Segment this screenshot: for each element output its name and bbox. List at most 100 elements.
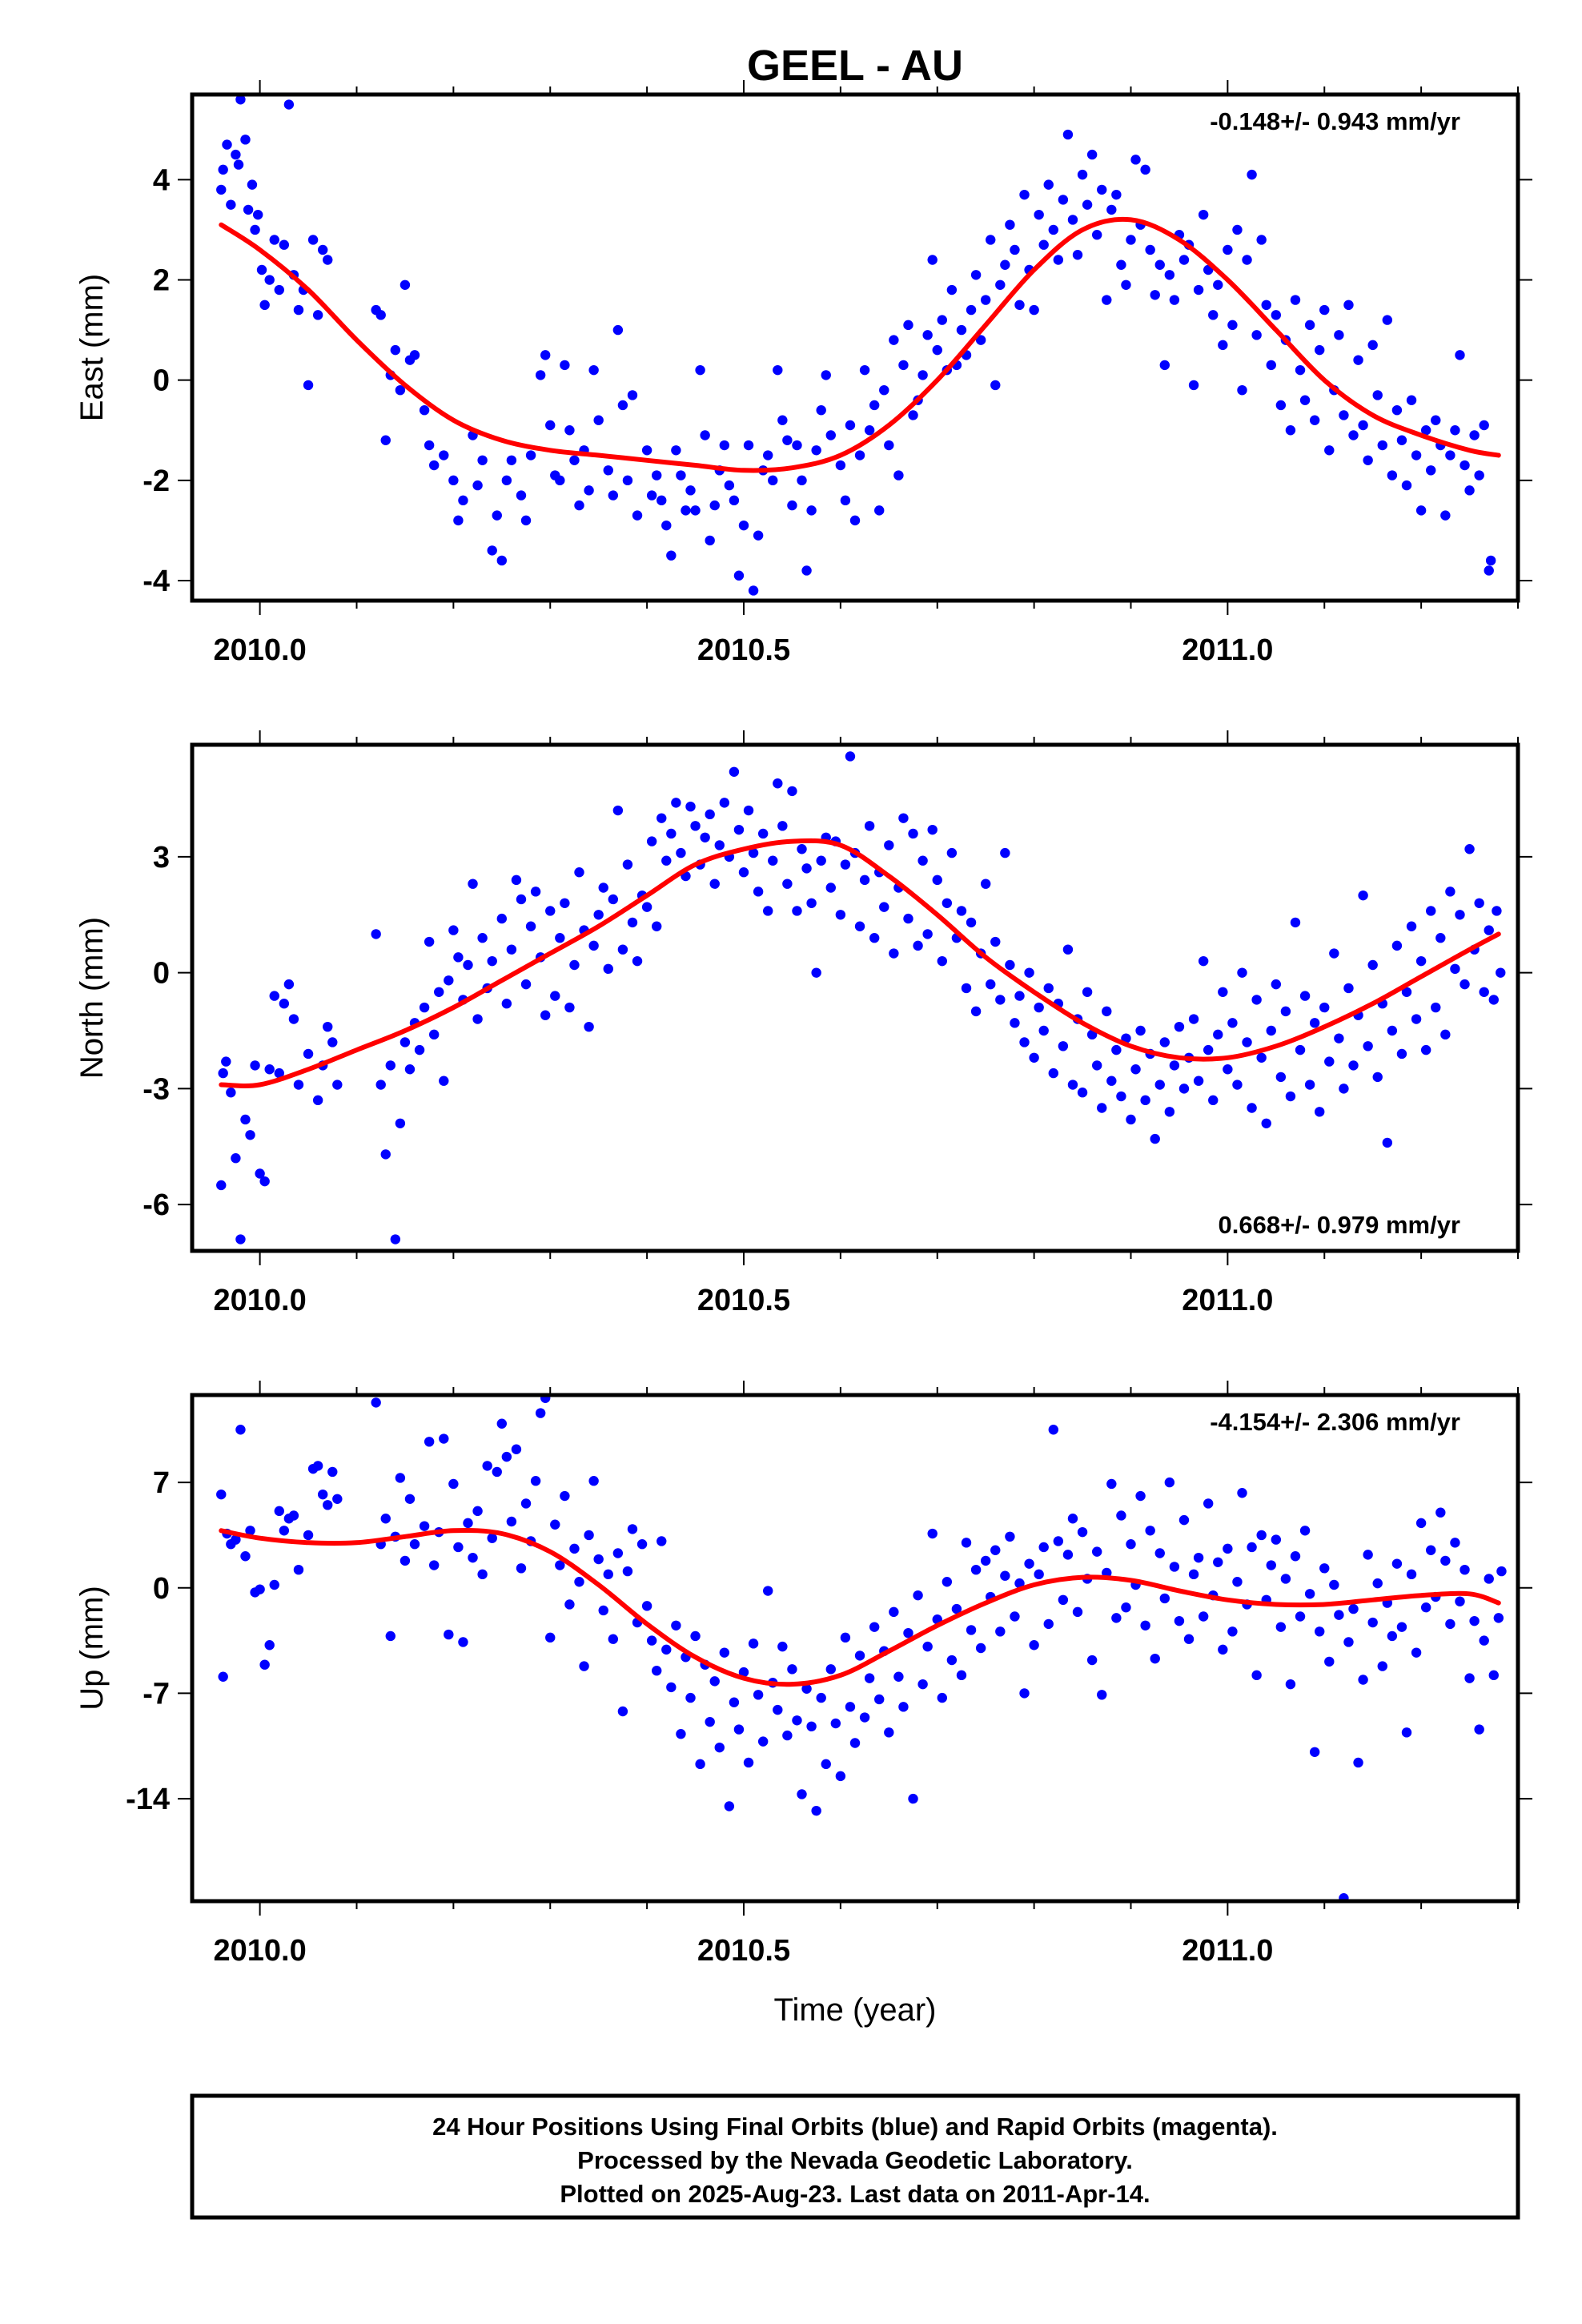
- east-data-point: [632, 510, 643, 521]
- east-data-point: [240, 135, 251, 145]
- up-data-point: [835, 1771, 846, 1782]
- north-data-point: [1440, 1029, 1451, 1040]
- up-data-point: [636, 1539, 648, 1550]
- east-data-point: [1391, 405, 1403, 416]
- up-data-point: [773, 1704, 783, 1715]
- north-data-point: [946, 847, 958, 858]
- up-data-point: [1479, 1635, 1489, 1646]
- up-data-point: [1072, 1606, 1083, 1618]
- east-data-point: [569, 455, 580, 465]
- north-data-point: [525, 921, 536, 931]
- north-data-point: [864, 821, 875, 831]
- east-data-point: [1474, 470, 1484, 480]
- up-data-point: [1232, 1577, 1243, 1587]
- up-data-point: [1126, 1539, 1136, 1550]
- east-data-point: [1164, 270, 1175, 280]
- east-data-point: [1396, 435, 1407, 445]
- up-data-point: [652, 1666, 662, 1676]
- east-y-axis-label: East (mm): [74, 274, 110, 421]
- east-data-point: [400, 279, 411, 290]
- up-data-point: [1223, 1543, 1233, 1554]
- up-data-point: [555, 1560, 565, 1570]
- east-data-point: [975, 335, 986, 345]
- up-data-point: [956, 1670, 967, 1681]
- north-data-point: [1116, 1091, 1126, 1102]
- north-data-point: [1154, 1080, 1165, 1090]
- up-data-point: [1367, 1617, 1378, 1628]
- north-data-point: [932, 875, 942, 886]
- east-data-point: [980, 295, 991, 305]
- north-data-point: [1387, 1025, 1398, 1036]
- east-data-point: [1178, 255, 1190, 265]
- up-data-point: [1426, 1545, 1436, 1555]
- east-data-point: [233, 159, 244, 170]
- north-data-point: [709, 879, 720, 889]
- east-data-point: [1126, 235, 1136, 245]
- north-data-point: [797, 844, 807, 854]
- east-data-point: [1479, 420, 1489, 431]
- east-data-point: [419, 405, 430, 416]
- north-data-point: [1492, 906, 1502, 916]
- east-data-point: [574, 500, 584, 511]
- north-data-point: [1304, 1080, 1315, 1090]
- east-data-point: [884, 440, 894, 451]
- north-data-point: [1484, 925, 1494, 935]
- up-data-point: [1387, 1630, 1398, 1642]
- north-data-point: [1420, 1044, 1431, 1055]
- east-data-point: [927, 255, 938, 265]
- up-data-point: [323, 1500, 333, 1510]
- east-data-point: [1295, 364, 1306, 376]
- east-data-point: [733, 570, 745, 581]
- up-data-point: [448, 1478, 459, 1490]
- north-data-point: [956, 906, 967, 916]
- up-data-point: [1484, 1574, 1494, 1584]
- up-data-point: [724, 1801, 735, 1811]
- up-data-point: [424, 1437, 435, 1447]
- up-data-point: [1053, 1536, 1064, 1546]
- north-data-point: [1415, 955, 1427, 967]
- east-data-point: [889, 335, 899, 345]
- east-data-point: [1048, 224, 1058, 235]
- east-data-point: [588, 364, 599, 376]
- north-data-point: [1358, 890, 1368, 901]
- east-data-point: [259, 300, 270, 311]
- east-data-point: [787, 500, 797, 511]
- north-data-point: [1126, 1114, 1136, 1125]
- east-data-point: [1154, 259, 1165, 270]
- north-data-point: [845, 751, 856, 762]
- east-data-point: [797, 475, 807, 486]
- north-data-point: [1343, 983, 1354, 994]
- north-data-point: [792, 906, 802, 916]
- east-plot-frame: [190, 92, 1520, 603]
- east-data-point: [1097, 184, 1107, 195]
- east-data-point: [1150, 290, 1160, 300]
- east-data-point: [501, 475, 512, 486]
- up-data-point: [1319, 1563, 1330, 1574]
- north-data-point: [1464, 844, 1475, 854]
- north-data-point: [980, 879, 991, 889]
- east-data-point: [1038, 239, 1049, 250]
- east-data-point: [724, 480, 735, 491]
- north-data-point: [1251, 995, 1262, 1005]
- up-data-point: [714, 1742, 725, 1753]
- north-x-tick-label: 2010.0: [213, 1284, 306, 1317]
- east-data-point: [864, 425, 875, 436]
- north-data-point: [1372, 1072, 1383, 1083]
- north-data-point: [986, 979, 996, 990]
- east-data-point: [1266, 360, 1276, 371]
- up-data-point: [1420, 1602, 1431, 1613]
- east-data-point: [453, 515, 464, 526]
- east-data-point: [922, 330, 933, 340]
- east-data-point: [506, 455, 517, 465]
- east-data-point: [303, 380, 314, 391]
- north-data-point: [414, 1044, 425, 1055]
- up-data-point: [1285, 1679, 1296, 1690]
- north-data-point: [545, 906, 556, 916]
- north-fit-curve: [219, 838, 1501, 1088]
- east-data-point: [1299, 395, 1311, 405]
- up-data-point: [1266, 1560, 1276, 1570]
- up-data-point: [1174, 1615, 1185, 1626]
- north-data-point: [1455, 910, 1465, 920]
- east-data-point: [555, 475, 565, 486]
